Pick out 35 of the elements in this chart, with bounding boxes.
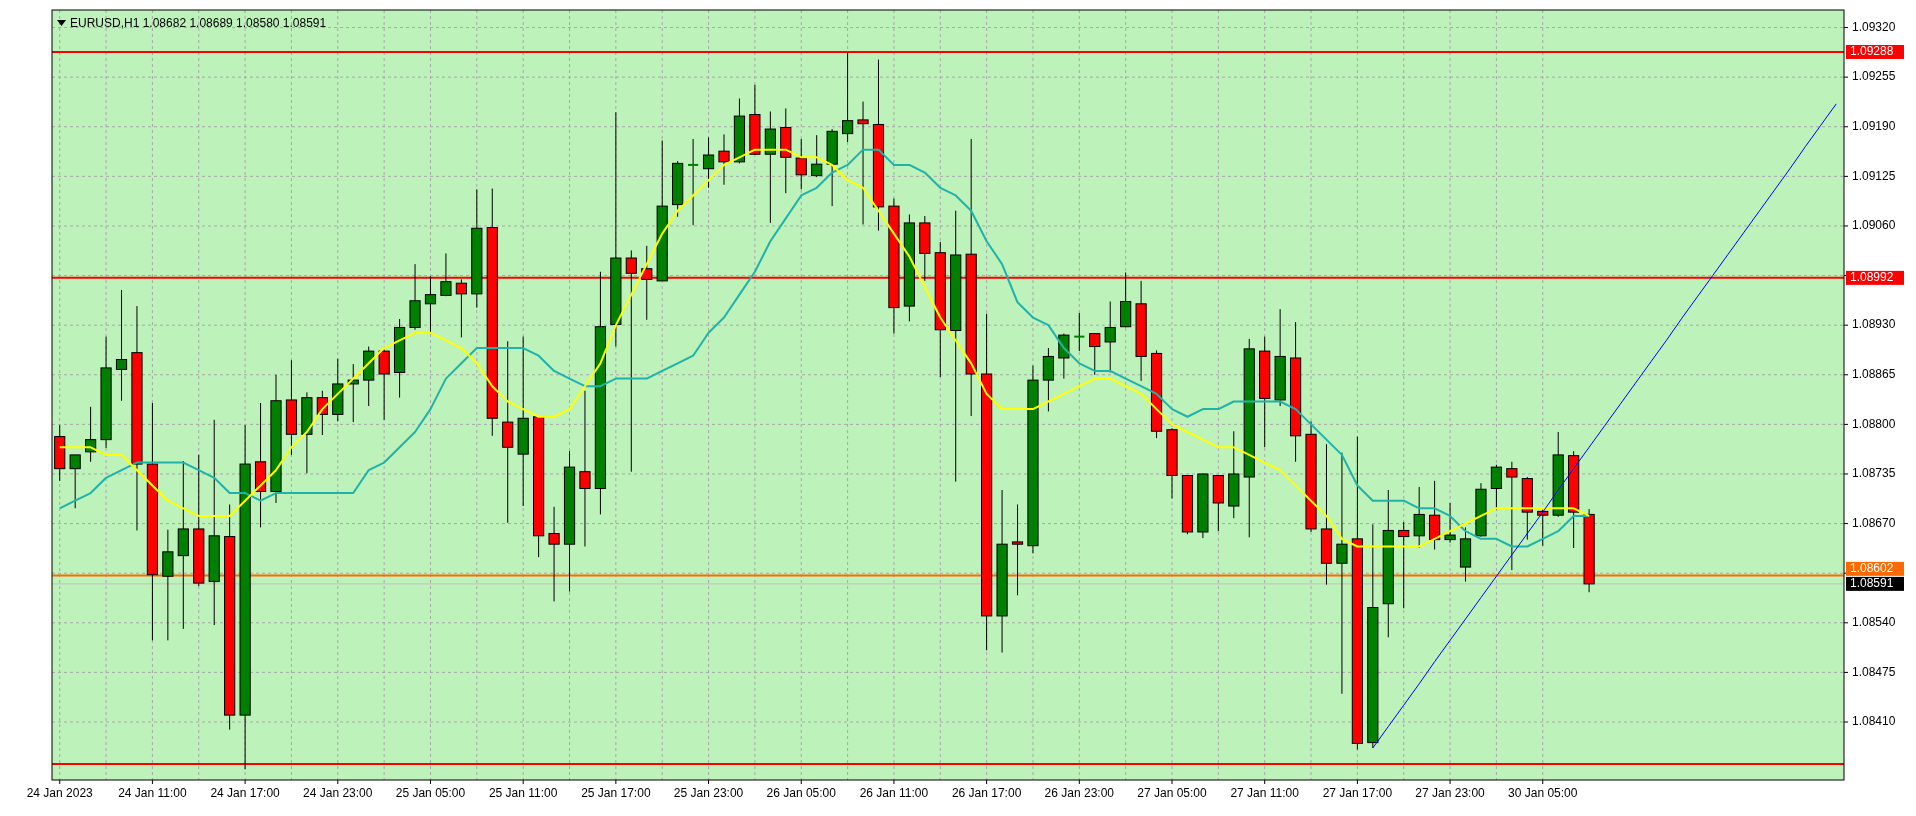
y-tick-label: 1.08670 (1852, 515, 1896, 530)
y-tick-label: 1.08410 (1852, 714, 1896, 729)
y-tick-label: 1.09320 (1852, 19, 1896, 34)
y-tick-label: 1.08800 (1852, 416, 1896, 431)
x-tick-label: 26 Jan 11:00 (859, 786, 929, 800)
x-tick-label: 30 Jan 05:00 (1508, 786, 1578, 800)
x-tick-label: 27 Jan 23:00 (1415, 786, 1486, 800)
y-tick-label: 1.08475 (1852, 664, 1896, 679)
y-tick-label: 1.09255 (1852, 69, 1896, 84)
ref-line-label: 1.09288 (1850, 44, 1894, 59)
y-tick-label: 1.09190 (1852, 118, 1896, 133)
x-tick-label: 27 Jan 05:00 (1137, 786, 1208, 800)
y-tick-label: 1.08735 (1852, 466, 1896, 481)
x-tick-label: 25 Jan 05:00 (395, 786, 466, 800)
x-tick-label: 25 Jan 17:00 (581, 786, 651, 800)
x-tick-label: 24 Jan 17:00 (210, 786, 281, 800)
x-tick-label: 25 Jan 11:00 (488, 786, 558, 800)
x-tick-label: 27 Jan 11:00 (1230, 786, 1300, 800)
y-tick-label: 1.08540 (1852, 614, 1896, 629)
y-tick-label: 1.09060 (1852, 218, 1896, 233)
x-tick-label: 24 Jan 2023 (26, 786, 94, 800)
x-tick-label: 26 Jan 17:00 (951, 786, 1022, 800)
y-tick-label: 1.09125 (1852, 168, 1896, 183)
x-tick-label: 26 Jan 05:00 (766, 786, 837, 800)
ref-line-label: 1.08602 (1850, 561, 1894, 576)
x-tick-label: 24 Jan 11:00 (118, 786, 187, 800)
x-tick-label: 26 Jan 23:00 (1044, 786, 1115, 800)
y-tick-label: 1.08930 (1852, 317, 1896, 332)
ref-line-label: 1.08992 (1850, 270, 1894, 285)
text: EURUSD,H1 1.08682 1.08689 1.08580 1.08591 (70, 16, 327, 30)
x-tick-label: 24 Jan 23:00 (303, 786, 373, 800)
x-tick-label: 27 Jan 17:00 (1322, 786, 1393, 800)
x-tick-label: 25 Jan 23:00 (673, 786, 744, 800)
y-tick-label: 1.08865 (1852, 366, 1896, 381)
ref-line-label: 1.08591 (1850, 576, 1894, 591)
